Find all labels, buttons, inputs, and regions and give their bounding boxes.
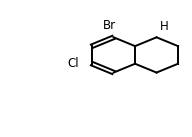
- Text: Br: Br: [103, 19, 116, 32]
- Text: Cl: Cl: [67, 57, 79, 70]
- Text: H: H: [160, 20, 169, 33]
